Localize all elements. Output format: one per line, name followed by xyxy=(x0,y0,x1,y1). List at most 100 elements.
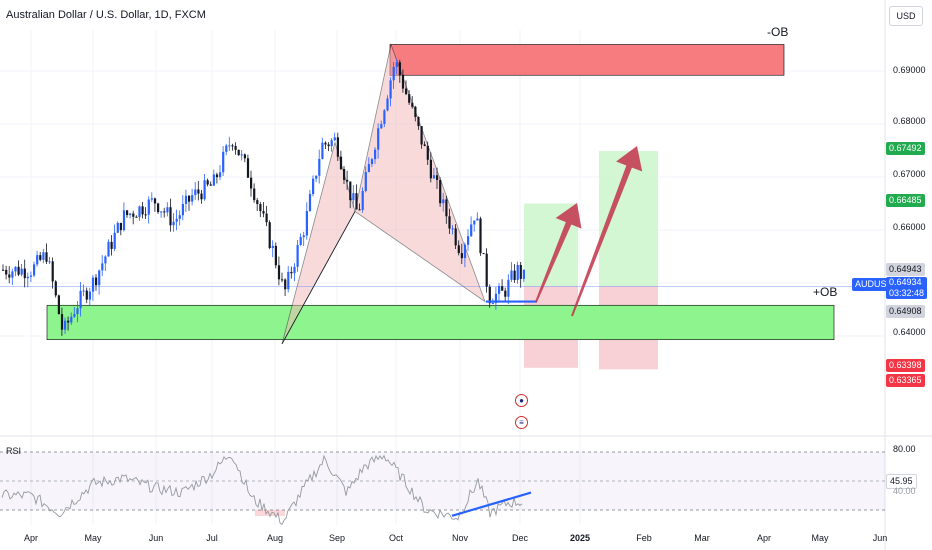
candle-body xyxy=(191,195,194,202)
candle-body xyxy=(194,189,197,196)
candle-body xyxy=(479,218,482,254)
candle-body xyxy=(95,277,98,286)
candle-body xyxy=(26,276,29,279)
candle-body xyxy=(166,207,169,213)
last-price: 0.64934 xyxy=(889,277,922,287)
candle-body xyxy=(349,181,352,201)
candle-body xyxy=(358,209,361,211)
candle-body xyxy=(206,180,209,185)
candle-body xyxy=(336,137,339,157)
candle-body xyxy=(212,174,215,186)
candle-body xyxy=(23,268,26,279)
x-tick-may-2025: May xyxy=(811,533,829,543)
x-tick-mar: Mar xyxy=(694,533,710,543)
candle-body xyxy=(132,213,135,217)
candle-body xyxy=(181,203,184,216)
x-tick-2025: 2025 xyxy=(569,533,591,543)
candle-body xyxy=(160,211,163,213)
candle-body xyxy=(138,206,141,217)
x-tick-apr-2025: Apr xyxy=(756,533,772,543)
candle-body xyxy=(101,263,104,271)
candle-body xyxy=(129,213,132,216)
candle-body xyxy=(82,290,85,292)
candle-body xyxy=(79,290,82,309)
candle-body xyxy=(228,145,231,147)
candle-body xyxy=(5,269,8,275)
candle-body xyxy=(491,303,494,305)
candle-body xyxy=(476,218,479,221)
candle-body xyxy=(54,281,57,296)
candle-body xyxy=(277,265,281,280)
candle-body xyxy=(39,255,42,260)
rsi-value-tag: 45.95 xyxy=(886,474,917,489)
candle-body xyxy=(36,255,39,265)
candle-body xyxy=(312,178,315,195)
x-tick-jun-2025: Jun xyxy=(872,533,888,543)
candle-body xyxy=(122,210,126,231)
candle-body xyxy=(225,145,228,152)
candle-body xyxy=(237,149,240,156)
candle-body xyxy=(274,245,277,266)
au-flag-icon[interactable]: ● xyxy=(515,394,528,407)
currency-selector[interactable]: USD xyxy=(889,6,923,26)
candle-body xyxy=(516,264,519,281)
chart-title: Australian Dollar / U.S. Dollar, 1D, FXC… xyxy=(6,9,206,21)
candle-body xyxy=(76,308,79,315)
us-flag-icon[interactable]: ≡ xyxy=(515,416,528,429)
bar-countdown: 03:32:48 xyxy=(889,288,925,298)
supply-zone-box xyxy=(389,44,785,76)
candle-body xyxy=(519,264,522,279)
candle-body xyxy=(507,279,510,297)
candle-body xyxy=(439,179,442,204)
candle-body xyxy=(392,66,395,81)
candle-body xyxy=(308,194,312,212)
candle-body xyxy=(339,156,343,170)
candle-body xyxy=(85,290,88,300)
candle-body xyxy=(153,198,157,204)
candle-body xyxy=(222,151,225,173)
candle-body xyxy=(501,286,504,291)
candle-body xyxy=(293,266,296,274)
candle-body xyxy=(467,236,470,245)
candle-body xyxy=(401,75,405,89)
candle-body xyxy=(184,195,188,204)
candle-body xyxy=(498,286,501,294)
candle-body xyxy=(420,126,423,145)
candle-body xyxy=(265,213,268,223)
candle-body xyxy=(178,215,181,219)
supply-zone-label: -OB xyxy=(767,25,789,39)
candle-body xyxy=(417,117,420,127)
candle-body xyxy=(395,62,398,67)
candle-body xyxy=(110,241,113,249)
candle-body xyxy=(60,314,64,330)
stop-price-1: 0.63398 xyxy=(886,359,925,372)
candle-body xyxy=(355,193,358,210)
price-label-a: 0.64943 xyxy=(886,263,925,276)
demand-zone-label: +OB xyxy=(813,285,838,299)
candle-body xyxy=(8,274,11,278)
candle-body xyxy=(494,293,498,304)
candle-body xyxy=(423,144,426,146)
candle-body xyxy=(473,220,476,225)
symbol-tag[interactable]: AUDUSD xyxy=(852,278,897,291)
candle-body xyxy=(343,169,346,180)
candle-body xyxy=(374,149,377,160)
candle-body xyxy=(243,154,246,159)
candle-body xyxy=(116,222,119,233)
y-tick-0690: 0.69000 xyxy=(893,65,926,75)
price-label-b: 0.64908 xyxy=(886,305,925,318)
candle-body xyxy=(70,316,73,323)
candle-body xyxy=(463,244,467,259)
rsi-title: RSI xyxy=(6,446,22,456)
x-tick-nov: Nov xyxy=(451,533,469,543)
candle-body xyxy=(209,184,212,186)
candle-body xyxy=(284,279,287,290)
candle-body xyxy=(157,203,160,213)
pattern-line-xb xyxy=(281,211,356,345)
candle-body xyxy=(45,252,48,262)
candle-body xyxy=(451,228,454,230)
candle-body xyxy=(147,199,150,215)
candle-body xyxy=(436,175,439,180)
candle-body xyxy=(88,291,91,300)
